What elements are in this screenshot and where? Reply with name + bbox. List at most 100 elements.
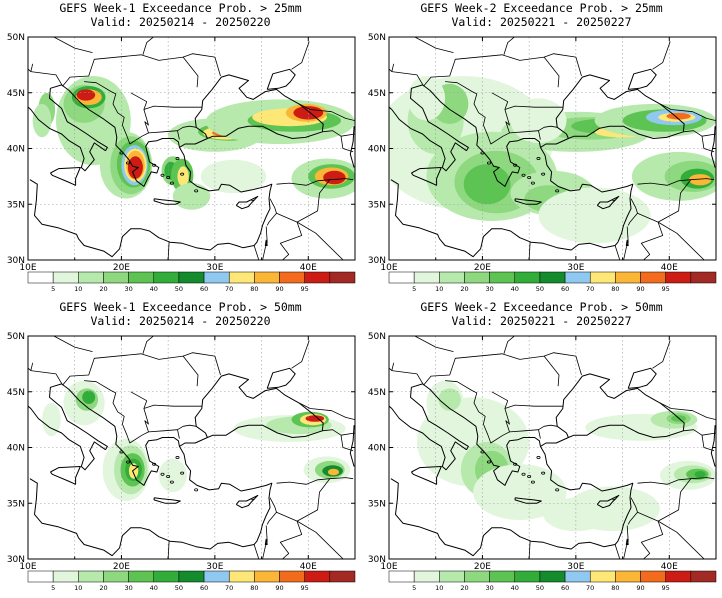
country-border [322,429,355,436]
probability-contour [200,159,267,194]
coastline [539,147,634,246]
colorbar-label: 20 [99,285,107,293]
colorbar-swatch [564,271,591,284]
colorbar-swatch [514,570,541,583]
coastline [266,367,296,389]
coastline [49,84,108,151]
coastline [627,68,657,90]
gridlines [28,336,355,559]
probability-contour [32,103,52,138]
colorbar-label: 60 [561,584,569,592]
country-border [483,109,510,145]
country-border [276,178,354,186]
lon-label: 30E [567,263,584,273]
coastline [389,106,467,172]
map-panel-2: 10E 20E 30E 40E 50N 45N 40N 35N 30N 5 10 20 30 40 50 60… [368,20,717,293]
colorbar-swatch [665,271,692,284]
country-border [445,81,486,126]
panel-title: GEFS Week-2 Exceedance Prob. > 25mm [420,1,663,15]
lon-label: 40E [661,263,678,273]
lon-label: 40E [661,562,678,572]
lat-label: 40N [368,145,386,155]
colorbar-swatch [228,570,255,583]
country-border [659,402,716,420]
coastline [411,167,442,186]
coastline [514,198,542,205]
country-border [291,340,310,369]
coastline [153,497,181,504]
country-border [159,20,182,32]
colorbar-label: 70 [586,285,594,293]
island [541,471,546,475]
country-border [62,353,199,387]
colorbar-label: 10 [435,584,443,592]
colorbar-swatch [489,271,516,284]
colorbar-swatch [279,570,305,583]
colorbar-swatch [103,570,129,583]
probability-contour [82,390,96,404]
coastline [349,425,355,467]
coastline [410,84,469,151]
colorbar-label: 5 [412,285,416,293]
colorbar-swatch [304,271,331,284]
colorbar-label: 5 [51,584,55,592]
coastlines [389,20,716,260]
country-border [322,130,355,137]
country-border [391,370,424,386]
country-border [28,362,34,371]
island [160,173,165,177]
lat-label: 40N [368,444,386,454]
country-border [520,20,543,32]
island [486,161,491,165]
country-border [340,136,354,153]
colorbar-swatch [254,570,280,583]
colorbar-label: 50 [536,285,544,293]
coastline [194,74,286,139]
country-border [520,319,543,331]
country-border [279,221,303,260]
lon-label: 10E [19,562,36,572]
colorbar-label: 60 [200,584,208,592]
coastline [178,147,273,246]
coastline [411,466,442,485]
coastline [627,367,657,389]
country-border [683,429,716,436]
probability-contour [694,471,706,478]
colorbar-label: 30 [485,285,493,293]
coastline [235,494,259,509]
lon-label: 30E [206,263,223,273]
coastline [389,405,467,471]
probability-contour [543,497,609,532]
probability-contour [127,156,143,179]
country-border [612,199,617,202]
country-border [503,336,516,354]
country-border [159,319,182,331]
coastline [61,84,180,187]
country-border [148,424,197,433]
colorbar-swatch [178,570,205,583]
island [194,488,199,492]
colorbar-label: 40 [150,584,158,592]
country-border [279,520,303,559]
country-border [253,245,260,260]
island [152,163,157,167]
country-border [28,63,34,72]
colorbar-label: 20 [460,584,468,592]
lon-label: 40E [300,263,317,273]
island [194,189,199,193]
colorbar-label: 80 [611,285,619,293]
coastline [50,167,81,186]
colorbar-label: 5 [51,285,55,293]
colorbar-swatch [413,570,440,583]
island [180,172,185,176]
colorbar-swatch [52,570,79,583]
island [166,474,171,478]
colorbar: 5 10 20 30 40 50 60 70 80 90 95 [388,570,717,592]
island [119,151,124,155]
colorbar-label: 10 [74,584,82,592]
probability-contour [128,463,139,479]
country-border [276,478,331,522]
country-border [62,54,199,88]
colorbar-swatch [128,570,155,583]
